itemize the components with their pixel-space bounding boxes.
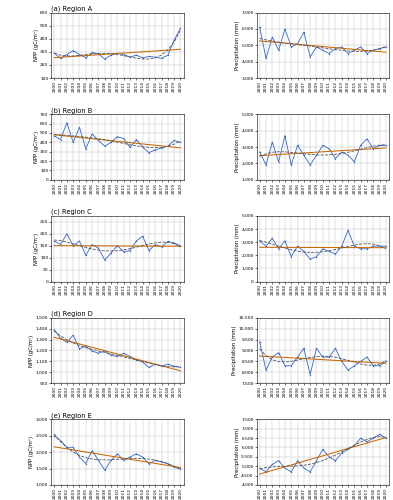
- Y-axis label: Precipitation (mm): Precipitation (mm): [235, 122, 240, 172]
- Y-axis label: Precipitation (mm): Precipitation (mm): [235, 20, 240, 70]
- Text: (b) Region B: (b) Region B: [51, 107, 92, 114]
- Y-axis label: NPP (gC/m²): NPP (gC/m²): [33, 29, 39, 62]
- Y-axis label: Precipitation (mm): Precipitation (mm): [235, 428, 240, 477]
- Y-axis label: NPP (gC/m²): NPP (gC/m²): [29, 436, 35, 468]
- Text: (d) Region D: (d) Region D: [51, 310, 93, 317]
- Text: (a) Region A: (a) Region A: [51, 6, 92, 12]
- Y-axis label: Precipitation (mm): Precipitation (mm): [235, 224, 240, 274]
- Y-axis label: NPP (gC/m²): NPP (gC/m²): [33, 232, 39, 265]
- Text: (e) Region E: (e) Region E: [51, 412, 92, 419]
- Y-axis label: NPP (gC/m²): NPP (gC/m²): [29, 334, 35, 366]
- Y-axis label: Precipitation (mm): Precipitation (mm): [232, 326, 237, 375]
- Text: (c) Region C: (c) Region C: [51, 209, 92, 216]
- Y-axis label: NPP (gC/m²): NPP (gC/m²): [33, 131, 39, 163]
